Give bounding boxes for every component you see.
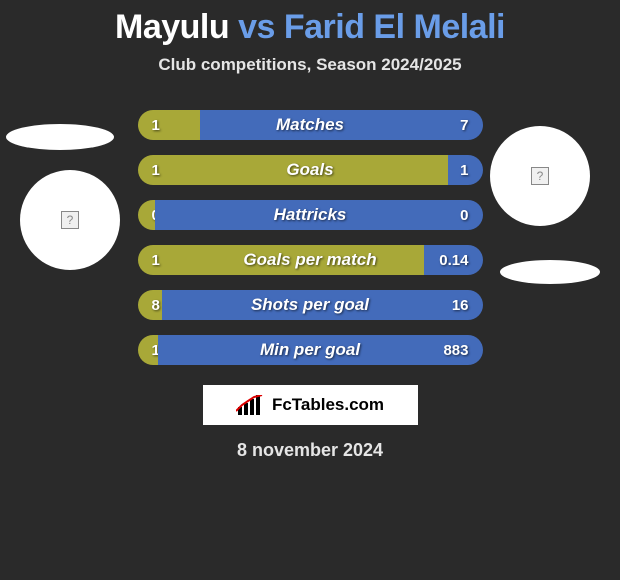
stat-row: 00Hattricks xyxy=(138,200,483,230)
snapshot-date: 8 november 2024 xyxy=(0,440,620,461)
stat-right-value: 0.14 xyxy=(439,252,468,269)
stat-right-segment: 7 xyxy=(200,110,483,140)
stat-right-segment: 16 xyxy=(162,290,483,320)
stat-left-segment: 8 xyxy=(138,290,162,320)
stat-left-segment: 1 xyxy=(138,155,449,185)
stat-row: 17Matches xyxy=(138,110,483,140)
player2-ellipse xyxy=(500,260,600,284)
comparison-title: Mayulu vs Farid El Melali xyxy=(0,0,620,47)
stat-right-value: 16 xyxy=(452,297,469,314)
unknown-avatar-icon: ? xyxy=(531,167,549,185)
player2-avatar: ? xyxy=(490,126,590,226)
stat-right-value: 0 xyxy=(460,207,468,224)
stat-row: 11Goals xyxy=(138,155,483,185)
stat-right-segment: 883 xyxy=(158,335,482,365)
stat-row: 10.14Goals per match xyxy=(138,245,483,275)
stat-left-value: 8 xyxy=(152,297,160,314)
stat-left-value: 1 xyxy=(152,117,160,134)
brand-text: FcTables.com xyxy=(272,395,384,415)
stat-row: 143883Min per goal xyxy=(138,335,483,365)
unknown-avatar-icon: ? xyxy=(61,211,79,229)
subtitle: Club competitions, Season 2024/2025 xyxy=(0,55,620,75)
stat-right-value: 1 xyxy=(460,162,468,179)
stat-left-value: 1 xyxy=(152,252,160,269)
stat-row: 816Shots per goal xyxy=(138,290,483,320)
stat-right-value: 883 xyxy=(443,342,468,359)
vs-word: vs xyxy=(238,8,275,46)
stat-left-segment: 143 xyxy=(138,335,159,365)
stat-right-segment: 0.14 xyxy=(424,245,483,275)
stat-left-segment: 1 xyxy=(138,110,200,140)
stats-panel: 17Matches11Goals00Hattricks10.14Goals pe… xyxy=(138,110,483,365)
stat-left-segment: 1 xyxy=(138,245,424,275)
stat-left-segment: 0 xyxy=(138,200,155,230)
stat-left-value: 1 xyxy=(152,162,160,179)
bar-chart-icon xyxy=(236,395,264,415)
player1-name: Mayulu xyxy=(115,8,229,46)
player1-ellipse xyxy=(6,124,114,150)
player1-avatar: ? xyxy=(20,170,120,270)
brand-badge: FcTables.com xyxy=(203,385,418,425)
stat-right-segment: 1 xyxy=(448,155,483,185)
stat-right-segment: 0 xyxy=(155,200,483,230)
player2-name: Farid El Melali xyxy=(284,8,505,46)
stat-right-value: 7 xyxy=(460,117,468,134)
